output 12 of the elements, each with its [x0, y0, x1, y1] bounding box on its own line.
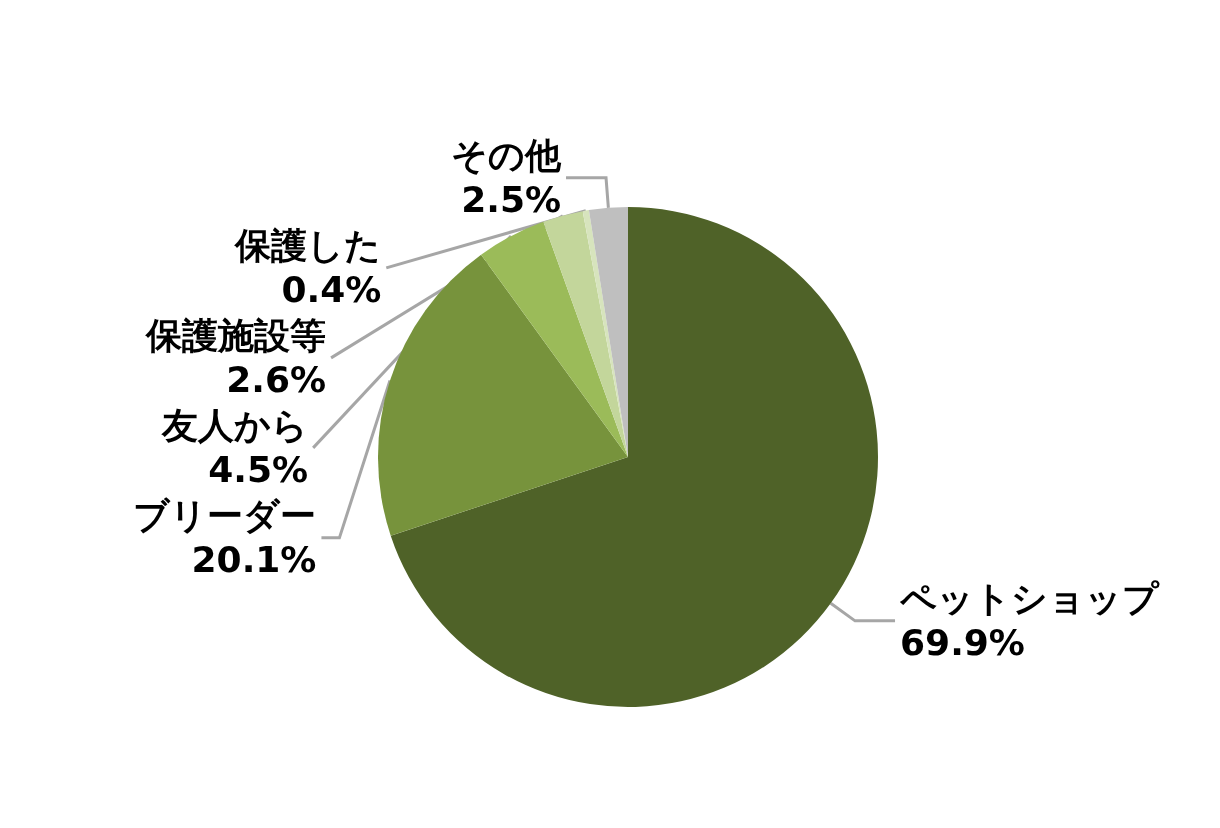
- slice-label: ペットショップ: [899, 578, 1161, 620]
- data-label: 2.6%: [226, 359, 327, 401]
- data-label: 2.5%: [461, 179, 562, 221]
- data-label: 69.9%: [900, 622, 1025, 664]
- slice-label: 保護施設等: [144, 315, 327, 357]
- slice-label: 友人から: [161, 405, 309, 447]
- data-label: 0.4%: [281, 269, 382, 311]
- slice-label: その他: [451, 135, 563, 177]
- data-label: 4.5%: [208, 449, 309, 491]
- slice-label: 保護した: [233, 225, 382, 267]
- slice-label: ブリーダー: [133, 495, 317, 537]
- data-label: 20.1%: [191, 539, 317, 581]
